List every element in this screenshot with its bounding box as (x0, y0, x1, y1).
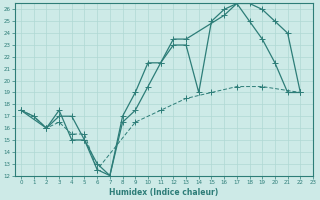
X-axis label: Humidex (Indice chaleur): Humidex (Indice chaleur) (109, 188, 219, 197)
